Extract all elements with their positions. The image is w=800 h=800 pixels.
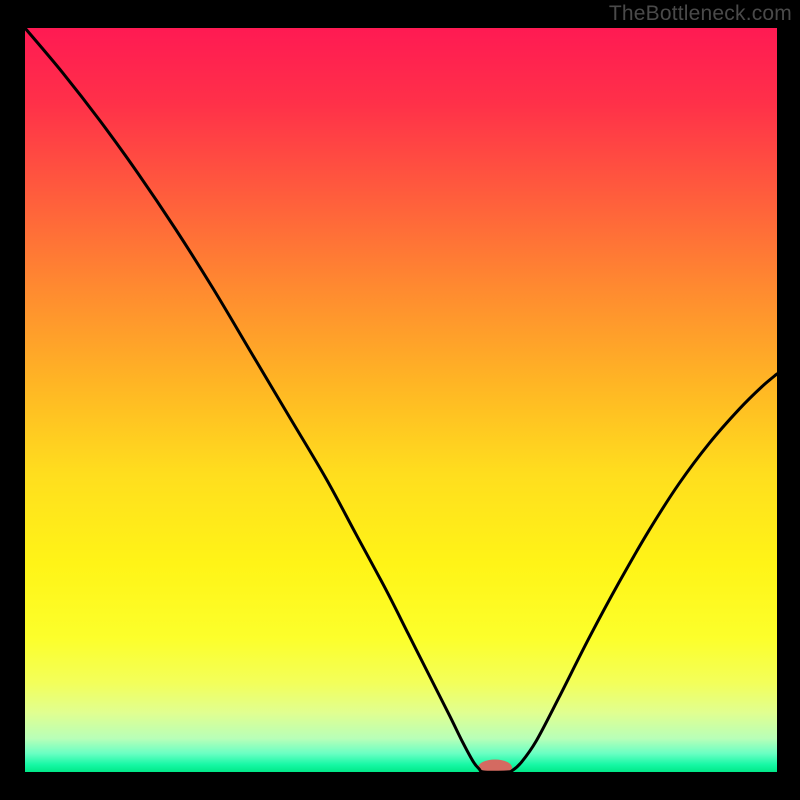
watermark-text: TheBottleneck.com xyxy=(609,2,792,26)
chart-plot-area xyxy=(25,28,777,772)
chart-stage: TheBottleneck.com xyxy=(0,0,800,800)
gradient-background xyxy=(25,28,777,772)
